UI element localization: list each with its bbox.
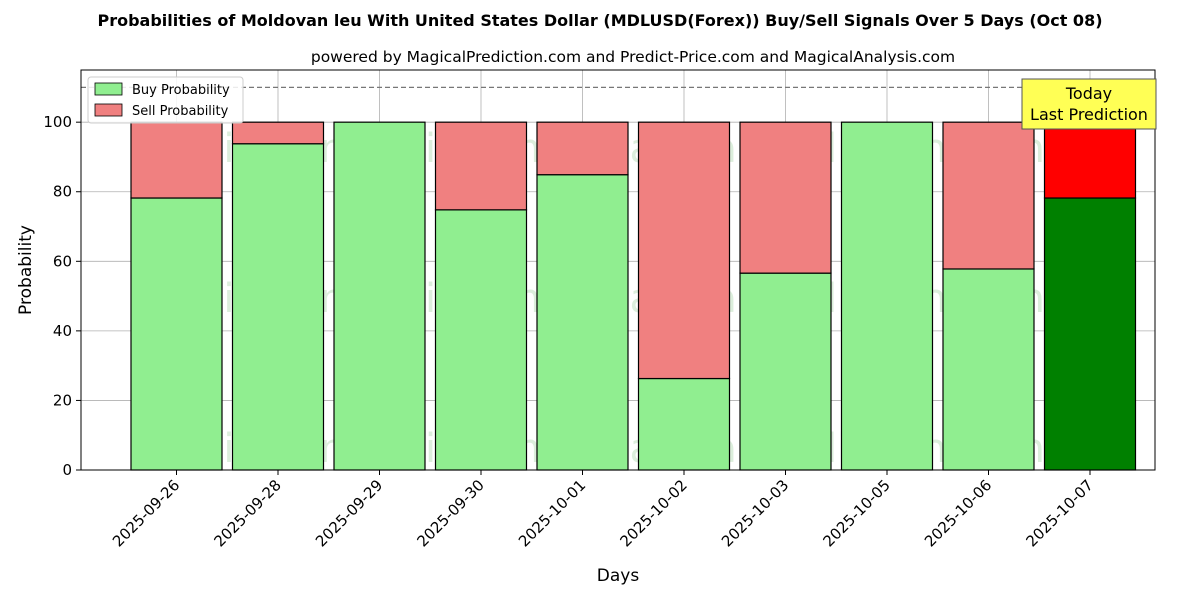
x-tick-label: 2025-10-01	[515, 476, 589, 550]
annotation-line-1: Today	[1065, 84, 1112, 103]
bar-buy-2025-10-07	[1043, 197, 1137, 471]
legend-box	[87, 76, 244, 124]
legend-swatch-sell	[94, 103, 123, 117]
bar-buy-2025-10-01	[536, 174, 629, 471]
x-tick-label: 2025-10-05	[819, 476, 893, 550]
bar-sell-2025-10-02	[637, 121, 731, 380]
y-axis-label: Probability	[16, 225, 36, 315]
y-tick-label: 0	[62, 461, 72, 479]
bar-sell-2025-09-26	[130, 121, 223, 199]
bar-buy-2025-10-03	[739, 272, 832, 471]
legend: Buy Probability Sell Probability	[87, 76, 244, 124]
chart-subtitle: powered by MagicalPrediction.com and Pre…	[311, 48, 955, 66]
chart-title: Probabilities of Moldovan leu With Unite…	[97, 11, 1102, 30]
legend-label-sell: Sell Probability	[132, 104, 229, 119]
legend-swatch-buy	[94, 82, 123, 96]
x-tick-label: 2025-10-07	[1022, 476, 1096, 550]
bar-buy-2025-10-05	[840, 121, 934, 471]
x-tick-label: 2025-09-29	[312, 476, 386, 550]
x-tick-label: 2025-09-28	[210, 476, 284, 550]
y-tick-label: 40	[53, 322, 72, 340]
annotation-box	[1021, 78, 1157, 130]
y-tick-label: 100	[43, 113, 72, 131]
bar-sell-2025-09-28	[231, 121, 325, 145]
bar-sell-2025-09-30	[434, 121, 528, 211]
bars	[130, 121, 1137, 471]
y-tick-label: 80	[53, 183, 72, 201]
x-tick-label: 2025-10-06	[921, 476, 995, 550]
x-tick-label: 2025-10-03	[718, 476, 792, 550]
bar-buy-2025-09-29	[333, 121, 426, 471]
bar-buy-2025-09-28	[231, 143, 325, 471]
annotation-line-2: Last Prediction	[1030, 105, 1148, 124]
plot-frame	[80, 69, 1156, 471]
today-annotation: Today Last Prediction	[1021, 78, 1157, 130]
y-tick-label: 60	[53, 252, 72, 270]
x-axis-label: Days	[597, 566, 640, 586]
bar-buy-2025-09-30	[434, 209, 528, 471]
bar-buy-2025-10-06	[942, 268, 1035, 471]
x-tick-label: 2025-09-30	[413, 476, 487, 550]
x-tick-label: 2025-09-26	[109, 476, 183, 550]
x-tick-label: 2025-10-02	[616, 476, 690, 550]
bar-sell-2025-10-03	[739, 121, 832, 274]
bar-buy-2025-10-02	[637, 377, 731, 471]
bar-buy-2025-09-26	[130, 197, 223, 471]
legend-label-buy: Buy Probability	[132, 83, 230, 98]
bar-sell-2025-10-07	[1043, 121, 1137, 199]
y-tick-label: 20	[53, 391, 72, 409]
bar-sell-2025-10-06	[942, 121, 1035, 270]
y-axis-ticks: 0 20 40 60 80 100	[43, 113, 81, 479]
x-axis-ticks: 2025-09-26 2025-09-28 2025-09-29 2025-09-30…	[109, 470, 1097, 550]
bar-sell-2025-10-01	[536, 121, 629, 176]
